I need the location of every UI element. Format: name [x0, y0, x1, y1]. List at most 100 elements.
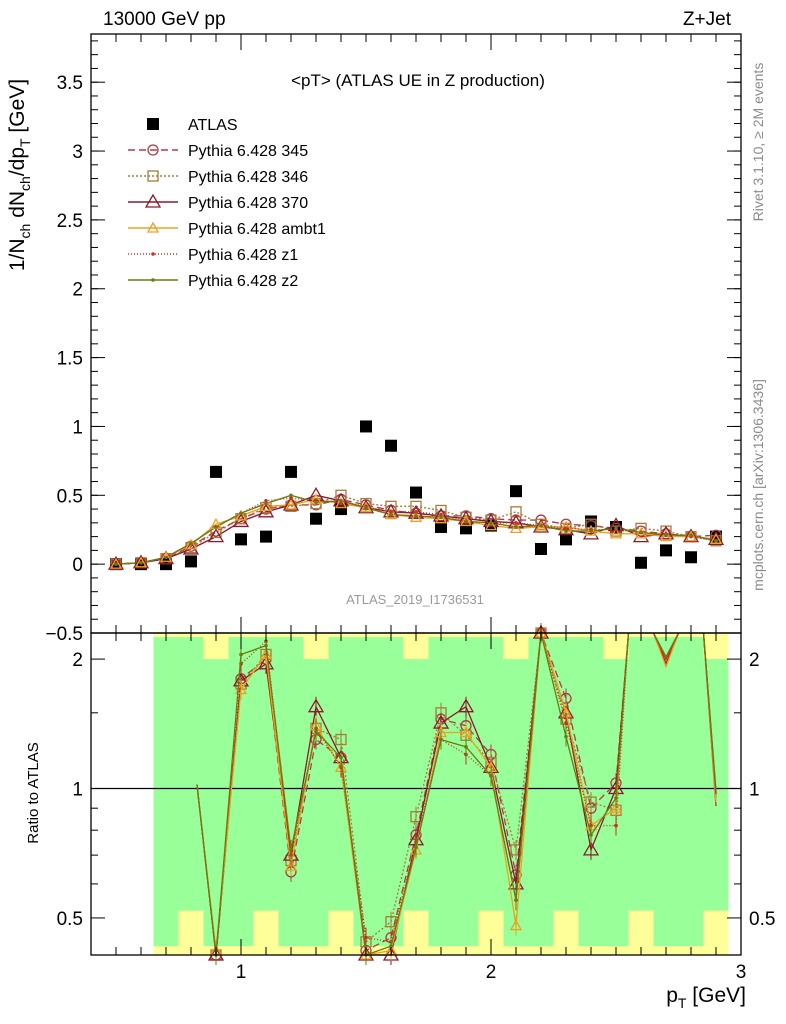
series-marker — [532, 518, 550, 533]
series-marker — [514, 525, 518, 529]
series-marker — [439, 737, 443, 742]
green-band — [628, 637, 654, 911]
series-marker — [457, 698, 475, 713]
green-band — [403, 659, 429, 911]
series-marker — [664, 533, 668, 538]
series-marker — [364, 505, 368, 510]
series-marker — [582, 841, 600, 856]
ratio-y-tick-label: 1 — [72, 780, 83, 801]
series-marker — [509, 522, 523, 533]
y-tick-label: 1.5 — [57, 349, 83, 370]
series-marker — [284, 859, 298, 871]
series-marker — [385, 916, 397, 928]
atlas-data-point — [660, 544, 672, 557]
series-marker — [234, 509, 248, 521]
series-marker — [564, 526, 568, 531]
series-marker — [334, 497, 348, 509]
series-marker — [634, 527, 648, 539]
series-marker — [639, 530, 643, 535]
series-marker — [432, 507, 450, 522]
series-marker — [414, 845, 418, 850]
ratio-series-line — [196, 784, 217, 956]
atlas-data-point — [560, 533, 572, 546]
series-marker — [489, 521, 493, 525]
series-marker — [614, 526, 618, 531]
green-band — [428, 637, 454, 947]
series-marker — [434, 512, 448, 524]
series-marker — [364, 935, 368, 940]
atlas-data-point — [310, 512, 322, 525]
header-right: Z+Jet — [683, 9, 732, 30]
series-marker — [709, 533, 723, 545]
series-marker — [689, 533, 693, 538]
y-tick-label: 1 — [72, 417, 83, 438]
series-marker — [509, 919, 523, 931]
series-marker — [609, 527, 623, 539]
series-marker — [539, 523, 543, 528]
y-tick-label: 3 — [72, 142, 83, 163]
series-marker — [659, 530, 673, 542]
green-band — [528, 637, 554, 947]
ratio-y-tick-label: 2 — [72, 650, 83, 671]
series-marker — [147, 170, 159, 182]
series-marker — [514, 521, 518, 525]
legend-label: Pythia 6.428 z2 — [188, 273, 298, 290]
legend-label: Pythia 6.428 ambt1 — [188, 221, 326, 238]
green-band — [653, 637, 679, 947]
series-marker — [482, 513, 500, 528]
series-marker — [189, 541, 193, 546]
series-marker — [564, 734, 568, 739]
green-band — [553, 637, 579, 911]
series-marker — [464, 519, 468, 524]
header-left: 13000 GeV pp — [103, 9, 226, 30]
axis-ticks: −0.5 0 0.5 1 1.5 2 2.5 3 3.5 1 2 3 0.5 0.5 1 1 2 2 — [45, 34, 775, 983]
series-marker — [107, 555, 125, 570]
series-marker — [109, 557, 123, 569]
series-marker — [284, 498, 298, 510]
green-band — [353, 637, 379, 947]
series-marker — [614, 796, 618, 800]
main-y-axis-label: 1/Nch dNch/dpT [GeV] — [6, 79, 33, 271]
legend-label: Pythia 6.428 345 — [188, 143, 308, 160]
ratio-y-tick-label-right: 2 — [749, 650, 760, 671]
y-tick-label: 2.5 — [57, 211, 83, 232]
series-marker — [151, 278, 155, 282]
series-marker — [534, 520, 548, 532]
series-marker — [459, 515, 473, 527]
legend-label: Pythia 6.428 370 — [188, 195, 308, 212]
plot-title: <pT> (ATLAS UE in Z production) — [291, 71, 545, 90]
ratio-y-axis-label: Ratio to ATLAS — [25, 742, 42, 843]
series-marker — [264, 499, 268, 503]
series-marker — [144, 193, 162, 208]
series-marker — [707, 531, 725, 546]
series-marker — [289, 493, 293, 498]
green-band — [378, 637, 404, 947]
y-tick-label: 2 — [72, 280, 83, 301]
series-marker — [151, 252, 155, 256]
series-marker — [239, 511, 243, 515]
series-marker — [114, 562, 118, 566]
series-marker — [414, 510, 418, 514]
atlas-data-point — [535, 543, 547, 556]
series-marker — [464, 745, 468, 749]
x-axis-label: pT [GeV] — [666, 984, 746, 1011]
y-tick-label: 0.5 — [57, 486, 83, 507]
series-marker — [489, 774, 493, 778]
series-marker — [134, 556, 148, 568]
series-marker — [239, 652, 243, 657]
series-marker — [614, 823, 618, 828]
ratio-series-line — [652, 632, 680, 659]
series-marker — [589, 529, 593, 533]
rivet-label: Rivet 3.1.10, ≥ 2M events — [750, 63, 766, 222]
ratio-y-tick-label-right: 0.5 — [749, 909, 775, 930]
green-band — [153, 637, 179, 947]
watermark: ATLAS_2019_I1736531 — [346, 592, 484, 607]
ratio-series-line — [615, 632, 630, 799]
ratio-series-line — [702, 632, 717, 791]
series-marker — [264, 501, 268, 506]
series-marker — [259, 648, 273, 660]
uncertainty-bands — [153, 633, 729, 955]
series-marker — [684, 530, 698, 542]
series-marker — [184, 538, 198, 550]
series-marker — [409, 510, 423, 522]
